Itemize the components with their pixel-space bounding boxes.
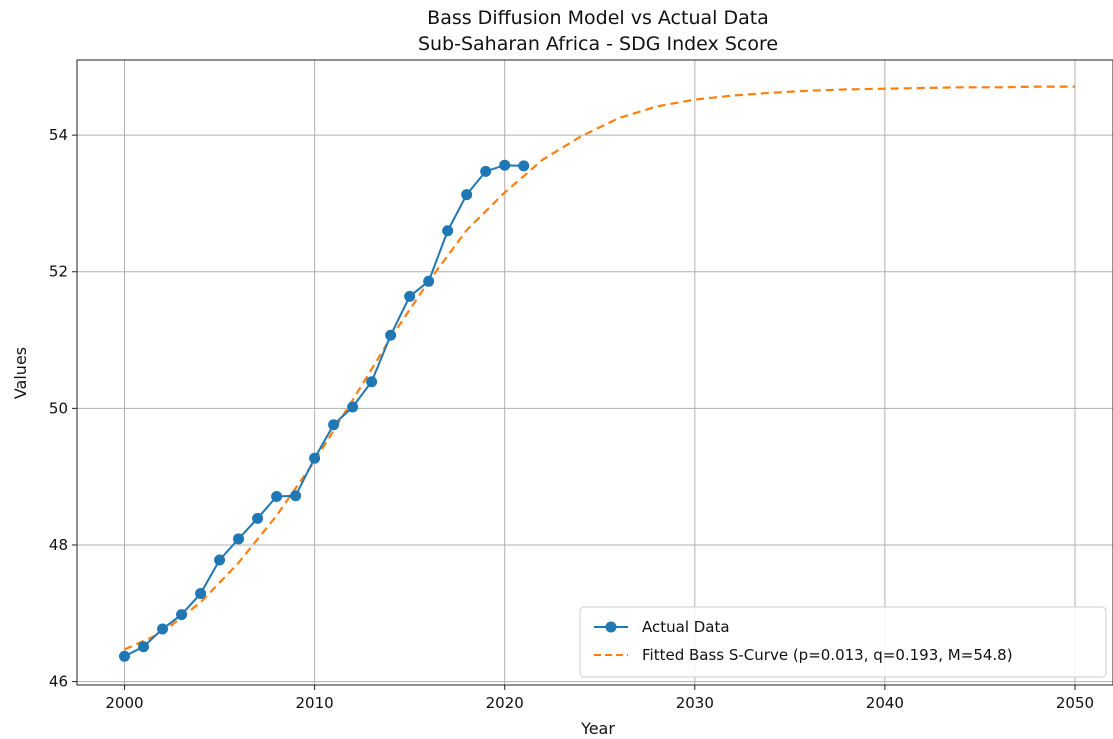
actual-data-point [157, 623, 169, 635]
y-tick-label: 52 [49, 263, 68, 281]
y-tick-label: 50 [49, 399, 68, 417]
legend-box [579, 606, 1107, 678]
x-tick-label: 2020 [486, 694, 524, 712]
actual-data-point [195, 587, 207, 599]
y-tick-label: 54 [49, 126, 68, 144]
grid [77, 60, 1113, 685]
legend-fitted-label: Fitted Bass S-Curve (p=0.013, q=0.193, M… [642, 646, 1013, 664]
actual-data-point [461, 189, 473, 201]
legend-actual-label: Actual Data [642, 618, 730, 636]
x-tick-label: 2030 [676, 694, 714, 712]
actual-data-point [385, 329, 397, 341]
actual-data-point [404, 290, 416, 302]
legend: Actual Data Fitted Bass S-Curve (p=0.013… [579, 606, 1107, 678]
plot-frame [76, 59, 1113, 686]
chart-subtitle: Sub-Saharan Africa - SDG Index Score [418, 33, 778, 55]
actual-data-point [347, 401, 359, 413]
actual-data-point [176, 609, 188, 621]
actual-data-point [499, 159, 511, 171]
actual-data-point [290, 490, 302, 502]
x-axis-label: Year [580, 719, 615, 738]
actual-data-point [366, 376, 378, 388]
actual-data-point [271, 490, 283, 502]
actual-data-point [309, 452, 321, 464]
actual-data-line [124, 164, 524, 658]
x-tick-label: 2000 [105, 694, 143, 712]
actual-data-point [214, 554, 226, 566]
plot-area [119, 85, 1075, 662]
y-tick-label: 48 [49, 536, 68, 554]
actual-data-point [233, 533, 245, 545]
actual-data-point [442, 225, 454, 237]
x-tick-label: 2050 [1056, 694, 1094, 712]
ticks: 2000 2010 2020 2030 2040 2050 46 48 50 52 54 [49, 126, 1094, 712]
actual-data-point [252, 512, 264, 524]
chart-title: Bass Diffusion Model vs Actual Data [427, 7, 769, 29]
actual-data-point [119, 650, 131, 662]
actual-data-point [328, 419, 340, 431]
legend-actual-marker [605, 621, 617, 633]
y-tick-label: 46 [49, 673, 68, 691]
fitted-curve-line [124, 85, 1075, 651]
x-tick-label: 2040 [866, 694, 904, 712]
x-tick-label: 2010 [296, 694, 334, 712]
actual-data-point [138, 641, 150, 653]
actual-data-point [423, 275, 435, 287]
actual-data-point [480, 165, 492, 177]
actual-data-point [518, 160, 530, 172]
y-axis-label: Values [11, 347, 30, 399]
